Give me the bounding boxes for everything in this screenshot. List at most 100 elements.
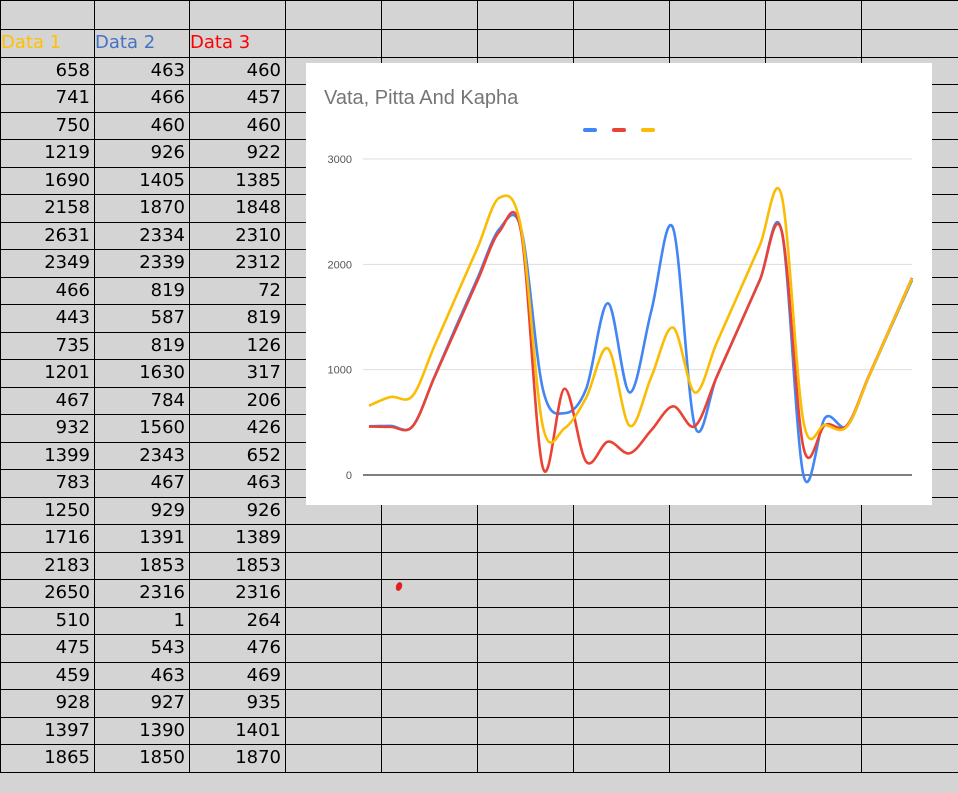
data-cell[interactable]: 460 <box>189 111 286 140</box>
data-cell[interactable]: 2349 <box>0 249 95 278</box>
data-cell[interactable]: 476 <box>189 634 286 663</box>
data-cell[interactable]: 1250 <box>0 496 95 525</box>
sheet-cell[interactable] <box>381 579 478 608</box>
sheet-cell[interactable] <box>573 689 670 718</box>
data-cell[interactable]: 543 <box>94 634 190 663</box>
data-cell[interactable]: 1690 <box>0 166 95 195</box>
data-cell[interactable]: 2339 <box>94 249 190 278</box>
data-cell[interactable]: 1201 <box>0 359 95 388</box>
data-cell[interactable]: 929 <box>94 496 190 525</box>
sheet-cell[interactable] <box>285 634 382 663</box>
data-cell[interactable]: 467 <box>94 469 190 498</box>
data-cell[interactable]: 457 <box>189 84 286 113</box>
data-cell[interactable]: 460 <box>94 111 190 140</box>
data-cell[interactable]: 2631 <box>0 221 95 250</box>
sheet-cell[interactable] <box>669 716 766 745</box>
sheet-cell[interactable] <box>285 716 382 745</box>
sheet-cell[interactable] <box>285 29 382 58</box>
sheet-cell[interactable] <box>669 579 766 608</box>
data-cell[interactable]: 935 <box>189 689 286 718</box>
data-cell[interactable]: 2312 <box>189 249 286 278</box>
sheet-cell[interactable] <box>669 689 766 718</box>
data-cell[interactable]: 443 <box>0 304 95 333</box>
data-cell[interactable]: 2310 <box>189 221 286 250</box>
sheet-cell[interactable] <box>861 551 958 580</box>
sheet-cell[interactable] <box>477 661 574 690</box>
sheet-cell[interactable] <box>285 0 382 30</box>
data-cell[interactable]: 1560 <box>94 414 190 443</box>
data-cell[interactable]: 1870 <box>189 744 286 773</box>
sheet-cell[interactable] <box>477 744 574 773</box>
sheet-cell[interactable] <box>669 551 766 580</box>
sheet-cell[interactable] <box>381 716 478 745</box>
data-cell[interactable]: 784 <box>94 386 190 415</box>
sheet-cell[interactable] <box>861 579 958 608</box>
sheet-cell[interactable] <box>285 551 382 580</box>
sheet-cell[interactable] <box>765 0 862 30</box>
sheet-cell[interactable] <box>669 661 766 690</box>
data-cell[interactable]: 466 <box>0 276 95 305</box>
data-cell[interactable]: 1853 <box>94 551 190 580</box>
line-chart[interactable]: Vata, Pitta And Kapha 0 1000 2000 3000 <box>306 63 932 505</box>
sheet-cell[interactable] <box>765 524 862 553</box>
data-cell[interactable]: 1716 <box>0 524 95 553</box>
data-cell[interactable]: 1389 <box>189 524 286 553</box>
data-cell[interactable]: 2343 <box>94 441 190 470</box>
sheet-cell[interactable] <box>381 551 478 580</box>
data-cell[interactable]: 928 <box>0 689 95 718</box>
data-cell[interactable]: 1 <box>94 606 190 635</box>
sheet-cell[interactable] <box>669 0 766 30</box>
sheet-cell[interactable] <box>765 579 862 608</box>
sheet-cell[interactable] <box>669 29 766 58</box>
data-cell[interactable]: 1390 <box>94 716 190 745</box>
sheet-cell[interactable] <box>477 606 574 635</box>
sheet-cell[interactable] <box>381 634 478 663</box>
sheet-cell[interactable] <box>861 606 958 635</box>
sheet-cell[interactable] <box>765 606 862 635</box>
sheet-cell[interactable] <box>573 716 670 745</box>
sheet-cell[interactable] <box>861 29 958 58</box>
sheet-cell[interactable] <box>94 0 190 30</box>
data-cell[interactable]: 459 <box>0 661 95 690</box>
data-cell[interactable]: 206 <box>189 386 286 415</box>
sheet-cell[interactable] <box>765 744 862 773</box>
data-cell[interactable]: 2316 <box>189 579 286 608</box>
data-cell[interactable]: 658 <box>0 56 95 85</box>
data-cell[interactable]: 1853 <box>189 551 286 580</box>
data-cell[interactable]: 1401 <box>189 716 286 745</box>
sheet-cell[interactable] <box>573 634 670 663</box>
legend-swatch-2[interactable] <box>641 128 655 132</box>
data-cell[interactable]: 926 <box>189 496 286 525</box>
data-cell[interactable]: 1630 <box>94 359 190 388</box>
sheet-cell[interactable] <box>477 716 574 745</box>
sheet-cell[interactable] <box>381 606 478 635</box>
sheet-cell[interactable] <box>477 29 574 58</box>
sheet-cell[interactable] <box>189 0 286 30</box>
data-cell[interactable]: 460 <box>189 56 286 85</box>
sheet-cell[interactable] <box>861 716 958 745</box>
data-cell[interactable]: 317 <box>189 359 286 388</box>
sheet-cell[interactable] <box>669 744 766 773</box>
data-cell[interactable]: 587 <box>94 304 190 333</box>
data-cell[interactable]: 72 <box>189 276 286 305</box>
sheet-cell[interactable] <box>285 689 382 718</box>
legend-swatch-1[interactable] <box>612 128 626 132</box>
data-cell[interactable]: 510 <box>0 606 95 635</box>
sheet-cell[interactable] <box>669 634 766 663</box>
data-cell[interactable]: 475 <box>0 634 95 663</box>
data-cell[interactable]: 922 <box>189 139 286 168</box>
sheet-cell[interactable] <box>285 606 382 635</box>
sheet-cell[interactable] <box>573 579 670 608</box>
sheet-cell[interactable] <box>765 689 862 718</box>
column-header-cell[interactable]: Data 2 <box>94 29 190 58</box>
data-cell[interactable]: 741 <box>0 84 95 113</box>
data-cell[interactable]: 1850 <box>94 744 190 773</box>
sheet-cell[interactable] <box>573 551 670 580</box>
sheet-cell[interactable] <box>861 524 958 553</box>
data-cell[interactable]: 819 <box>94 331 190 360</box>
data-cell[interactable]: 2183 <box>0 551 95 580</box>
sheet-cell[interactable] <box>0 0 95 30</box>
series-line-1[interactable] <box>368 210 914 473</box>
sheet-cell[interactable] <box>669 524 766 553</box>
data-cell[interactable]: 652 <box>189 441 286 470</box>
